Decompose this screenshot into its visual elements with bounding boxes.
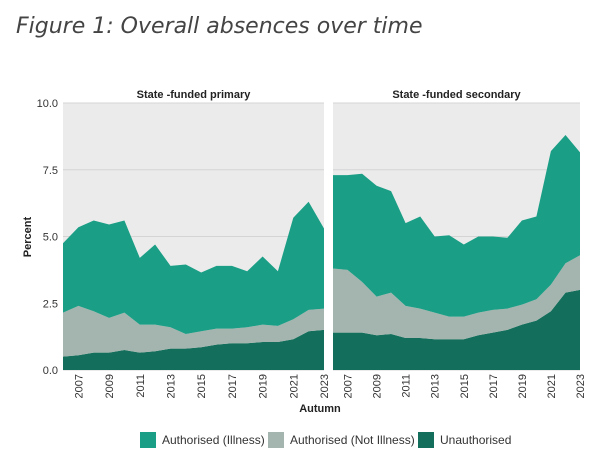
legend-item: Authorised (Not Illness) bbox=[268, 432, 415, 448]
x-tick-label: 2013 bbox=[430, 374, 442, 398]
x-tick-label: 2011 bbox=[401, 374, 413, 398]
area-unauthorised bbox=[333, 289, 580, 370]
y-tick-label: 5.0 bbox=[43, 232, 58, 244]
chart-legend: Authorised (Illness) Authorised (Not Illn… bbox=[140, 432, 511, 448]
legend-label: Authorised (Not Illness) bbox=[290, 433, 415, 447]
x-tick-label: 2019 bbox=[517, 374, 529, 398]
y-tick-label: 0.0 bbox=[43, 365, 58, 377]
x-tick-label: 2023 bbox=[575, 374, 587, 398]
panel-title: State -funded secondary bbox=[392, 89, 521, 101]
x-tick-label: 2009 bbox=[372, 374, 384, 398]
panel-secondary: State -funded secondary bbox=[333, 89, 580, 371]
x-tick-label: 2007 bbox=[73, 374, 85, 398]
x-tick-label: 2015 bbox=[459, 374, 471, 398]
x-tick-label: 2009 bbox=[104, 374, 116, 398]
area-authorised-illness bbox=[333, 135, 580, 317]
x-tick-label: 2013 bbox=[165, 374, 177, 398]
area-authorised-not-illness bbox=[63, 305, 324, 357]
figure-title: Figure 1: Overall absences over time bbox=[16, 14, 423, 39]
x-tick-label: 2021 bbox=[546, 374, 558, 398]
panel-primary: State -funded primary bbox=[63, 89, 324, 371]
y-tick-label: 7.5 bbox=[43, 165, 58, 177]
legend-item: Unauthorised bbox=[418, 432, 511, 448]
area-unauthorised bbox=[63, 329, 324, 370]
x-tick-label: 2007 bbox=[343, 374, 355, 398]
x-tick-label: 2019 bbox=[258, 374, 270, 398]
panel-title: State -funded primary bbox=[137, 89, 252, 101]
y-tick-label: 2.5 bbox=[43, 298, 58, 310]
area-authorised-not-illness bbox=[333, 255, 580, 340]
legend-label: Authorised (Illness) bbox=[162, 433, 265, 447]
legend-item: Authorised (Illness) bbox=[140, 432, 265, 448]
x-tick-label: 2023 bbox=[319, 374, 331, 398]
chart-axes: 2007 2009 2011 2013 2015 2017 2019 2021 2023 2007… bbox=[22, 98, 587, 415]
y-tick-label: 10.0 bbox=[37, 98, 58, 110]
area-authorised-illness bbox=[63, 201, 324, 334]
x-axis-title: Autumn bbox=[299, 403, 341, 415]
legend-swatch bbox=[268, 432, 284, 448]
x-tick-label: 2017 bbox=[227, 374, 239, 398]
x-tick-label: 2015 bbox=[196, 374, 208, 398]
y-axis-title: Percent bbox=[22, 216, 34, 257]
x-tick-label: 2011 bbox=[135, 374, 147, 398]
x-tick-label: 2021 bbox=[288, 374, 300, 398]
chart-panels: State -funded primary State -funded secon… bbox=[63, 89, 580, 371]
legend-label: Unauthorised bbox=[440, 433, 511, 447]
legend-swatch bbox=[418, 432, 434, 448]
legend-swatch bbox=[140, 432, 156, 448]
x-tick-label: 2017 bbox=[488, 374, 500, 398]
